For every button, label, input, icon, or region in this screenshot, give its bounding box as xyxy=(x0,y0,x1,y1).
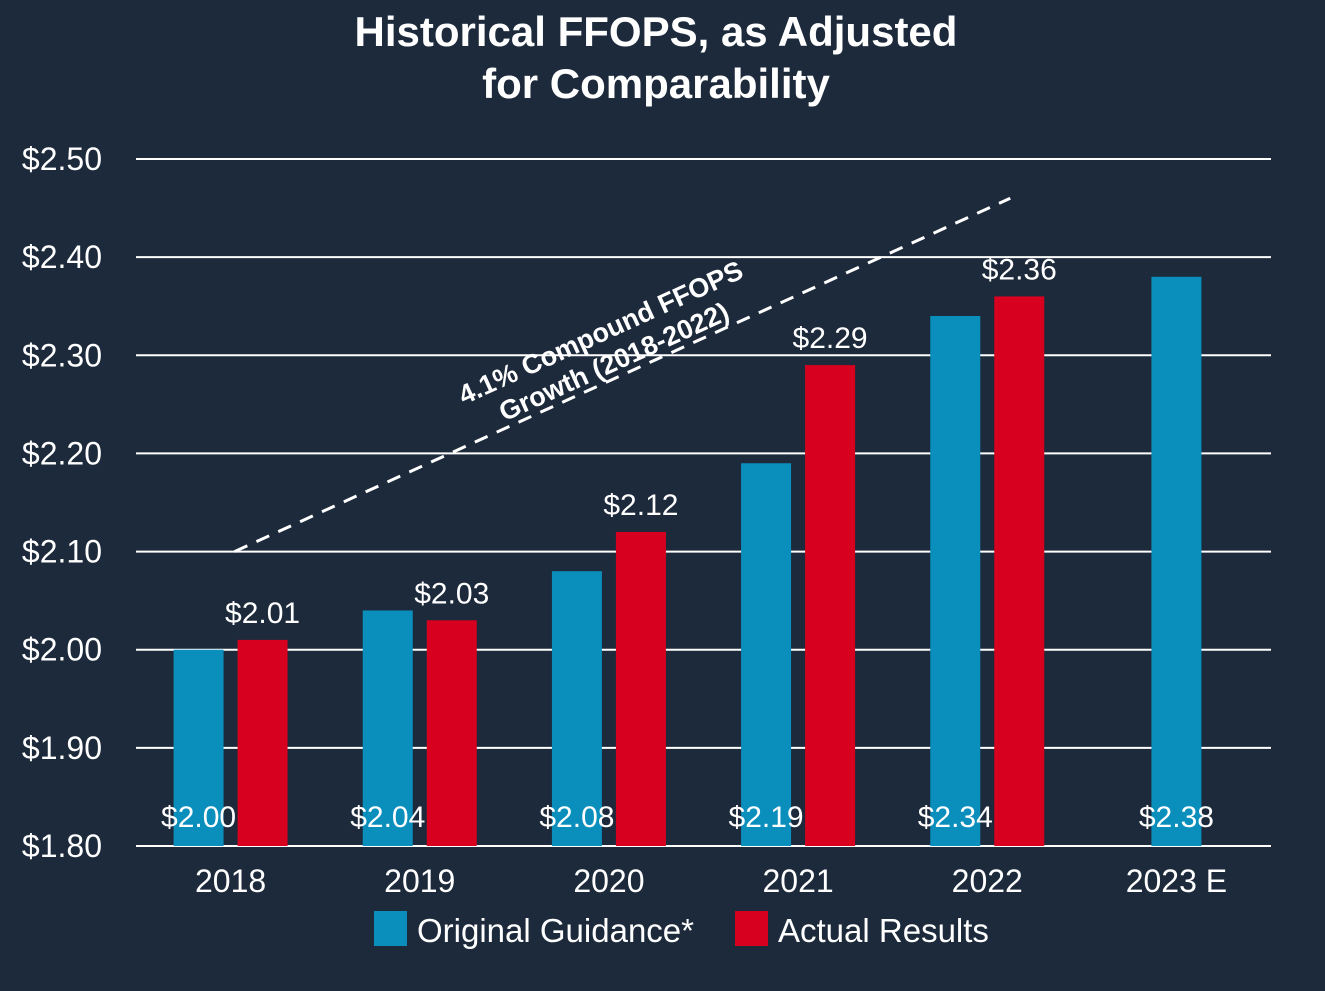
x-category-label: 2018 xyxy=(195,863,266,899)
bar-original-guidance xyxy=(173,649,224,846)
bars xyxy=(173,276,1202,846)
y-tick-label: $2.50 xyxy=(22,141,102,177)
bar-original-guidance xyxy=(1151,276,1202,846)
data-label-actual-results: $2.03 xyxy=(414,577,489,610)
bar-original-guidance xyxy=(551,571,602,846)
chart-title-line-2: for Comparability xyxy=(482,60,830,107)
y-tick-label: $2.00 xyxy=(22,632,102,668)
data-label-actual-results: $2.29 xyxy=(793,322,868,355)
data-labels: $2.00 $2.01 $2.04 $2.03 $2.08 $2.12 $2.19 $2.29… xyxy=(161,253,1214,834)
legend-swatch xyxy=(374,911,407,946)
bar-actual-results xyxy=(615,531,666,846)
y-tick-label: $1.80 xyxy=(22,828,102,864)
y-tick-label: $2.20 xyxy=(22,435,102,471)
y-tick-label: $2.10 xyxy=(22,534,102,570)
data-label-original-guidance: $2.04 xyxy=(350,801,425,834)
chart-title-line-1: Historical FFOPS, as Adjusted xyxy=(355,8,958,55)
legend: Original Guidance* Actual Results xyxy=(374,911,989,949)
x-category-label: 2020 xyxy=(573,863,644,899)
legend-swatch xyxy=(735,911,768,946)
y-tick-label: $1.90 xyxy=(22,730,102,766)
data-label-original-guidance: $2.19 xyxy=(729,801,804,834)
gridlines xyxy=(136,158,1271,847)
y-tick-label: $2.30 xyxy=(22,337,102,373)
x-axis-categories: 2018 2019 2020 2021 2022 2023 E xyxy=(195,863,1227,899)
bar-actual-results xyxy=(994,296,1045,846)
bar-actual-results xyxy=(805,365,856,846)
x-category-label: 2019 xyxy=(384,863,455,899)
legend-label: Actual Results xyxy=(778,912,989,949)
x-category-label: 2023 E xyxy=(1126,863,1227,899)
bar-original-guidance xyxy=(741,463,792,846)
bar-original-guidance xyxy=(930,316,981,846)
bar-actual-results xyxy=(237,639,288,846)
bar-actual-results xyxy=(426,620,477,846)
data-label-actual-results: $2.01 xyxy=(225,597,300,630)
x-category-label: 2022 xyxy=(952,863,1023,899)
legend-label: Original Guidance* xyxy=(417,912,694,949)
x-category-label: 2021 xyxy=(762,863,833,899)
bar-original-guidance xyxy=(362,610,413,846)
data-label-original-guidance: $2.00 xyxy=(161,801,236,834)
y-tick-label: $2.40 xyxy=(22,239,102,275)
data-label-original-guidance: $2.34 xyxy=(918,801,993,834)
y-axis-ticks: $1.80 $1.90 $2.00 $2.10 $2.20 $2.30 $2.40 $2.50 xyxy=(22,141,102,864)
data-label-original-guidance: $2.38 xyxy=(1139,801,1214,834)
data-label-actual-results: $2.36 xyxy=(982,253,1057,286)
data-label-original-guidance: $2.08 xyxy=(539,801,614,834)
data-label-actual-results: $2.12 xyxy=(603,489,678,522)
